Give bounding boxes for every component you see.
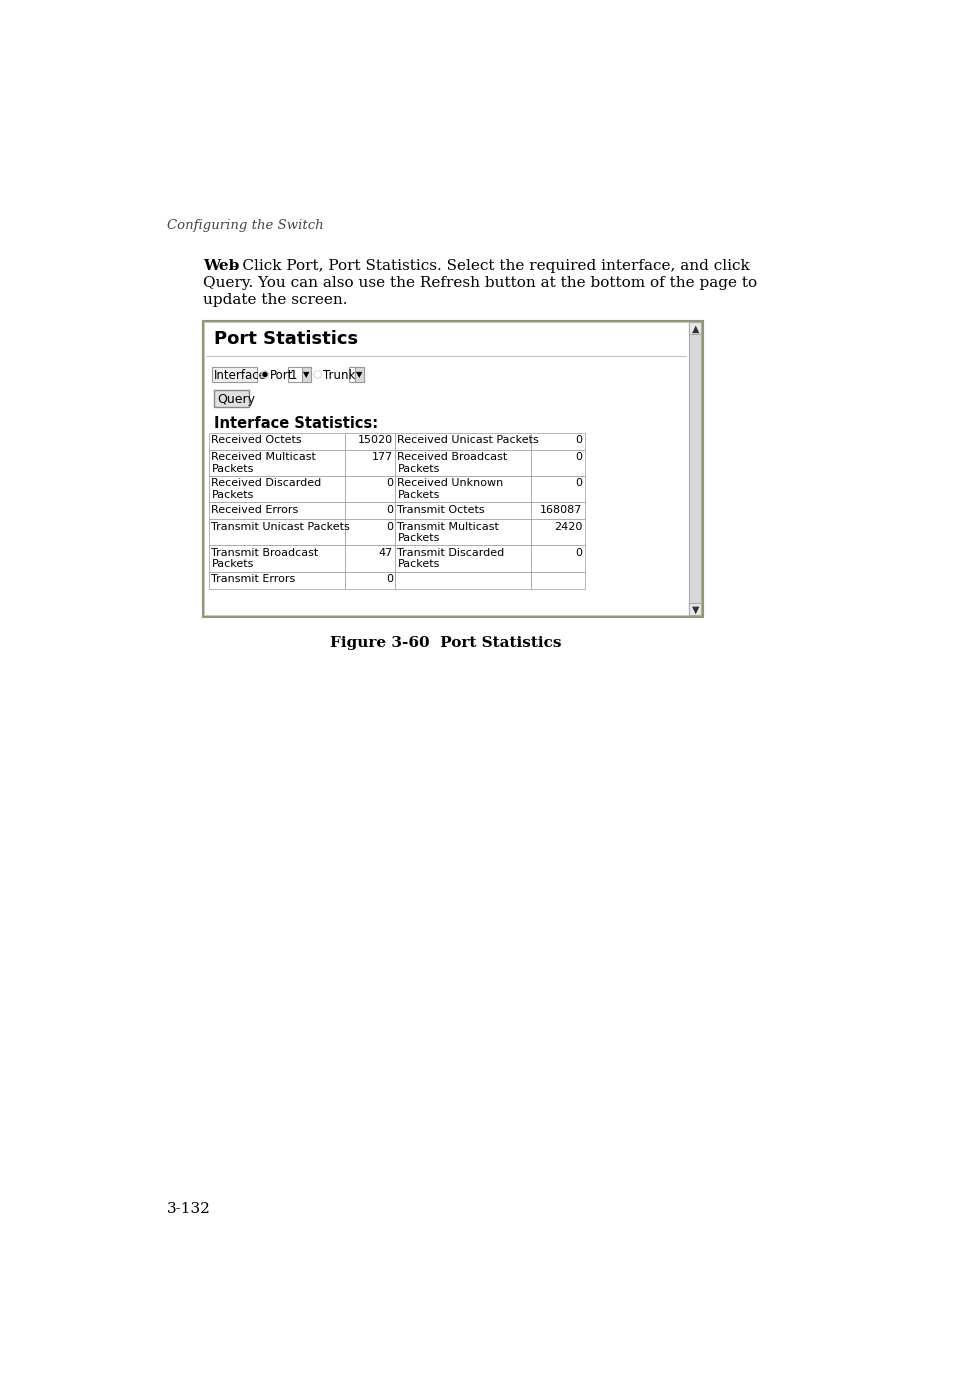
Bar <box>344 572 395 589</box>
Bar <box>530 450 584 476</box>
Bar <box>344 450 395 476</box>
Text: Received Octets: Received Octets <box>212 436 302 446</box>
Text: ▼: ▼ <box>303 369 309 379</box>
Bar <box>395 433 530 450</box>
Bar <box>395 572 530 589</box>
Text: Interface Statistics:: Interface Statistics: <box>213 416 377 432</box>
Text: Query: Query <box>216 393 254 405</box>
Bar <box>530 519 584 545</box>
Text: Configuring the Switch: Configuring the Switch <box>167 219 324 232</box>
Bar <box>209 572 344 589</box>
Circle shape <box>314 371 321 378</box>
Bar <box>213 390 249 407</box>
Text: Received Errors: Received Errors <box>212 505 298 515</box>
Bar <box>530 572 584 589</box>
Bar <box>212 366 257 382</box>
Bar <box>688 322 700 335</box>
Text: 0: 0 <box>385 573 393 584</box>
Text: – Click Port, Port Statistics. Select the required interface, and click: – Click Port, Port Statistics. Select th… <box>224 260 749 273</box>
Text: Received Discarded
Packets: Received Discarded Packets <box>212 479 321 500</box>
Text: Received Unknown
Packets: Received Unknown Packets <box>397 479 503 500</box>
Text: 15020: 15020 <box>357 436 393 446</box>
Bar <box>688 604 700 615</box>
Text: Web: Web <box>203 260 239 273</box>
Bar <box>209 433 344 450</box>
Text: 177: 177 <box>371 452 393 462</box>
Bar <box>530 502 584 519</box>
Bar <box>395 545 530 572</box>
Bar <box>209 502 344 519</box>
Bar <box>209 476 344 502</box>
Text: Received Multicast
Packets: Received Multicast Packets <box>212 452 316 473</box>
Text: Interface: Interface <box>213 369 267 382</box>
Bar <box>395 502 530 519</box>
Text: 0: 0 <box>385 479 393 489</box>
Text: Transmit Broadcast
Packets: Transmit Broadcast Packets <box>212 548 318 569</box>
Bar <box>209 545 344 572</box>
Bar <box>355 366 364 382</box>
Bar <box>688 322 700 615</box>
Circle shape <box>263 372 267 376</box>
Bar <box>288 366 311 382</box>
Text: 47: 47 <box>378 548 393 558</box>
Text: 0: 0 <box>575 452 582 462</box>
Bar <box>395 476 530 502</box>
Bar <box>344 519 395 545</box>
Bar <box>203 321 702 618</box>
Text: Trunk: Trunk <box>323 369 355 382</box>
Text: 0: 0 <box>575 479 582 489</box>
Bar <box>395 450 530 476</box>
Bar <box>209 519 344 545</box>
Text: 1: 1 <box>290 369 297 382</box>
Text: ▼: ▼ <box>355 369 362 379</box>
Bar <box>344 476 395 502</box>
Text: ▲: ▲ <box>691 323 699 333</box>
Text: 0: 0 <box>385 522 393 532</box>
Text: update the screen.: update the screen. <box>203 293 347 307</box>
Text: Transmit Octets: Transmit Octets <box>397 505 484 515</box>
Bar <box>395 519 530 545</box>
Bar <box>344 433 395 450</box>
Text: Port Statistics: Port Statistics <box>213 330 357 348</box>
Bar <box>209 450 344 476</box>
Text: Query. You can also use the Refresh button at the bottom of the page to: Query. You can also use the Refresh butt… <box>203 276 757 290</box>
Text: Received Broadcast
Packets: Received Broadcast Packets <box>397 452 507 473</box>
Text: Figure 3-60  Port Statistics: Figure 3-60 Port Statistics <box>330 636 561 650</box>
Text: 0: 0 <box>575 436 582 446</box>
Bar <box>530 433 584 450</box>
Text: Transmit Discarded
Packets: Transmit Discarded Packets <box>397 548 504 569</box>
Bar <box>344 545 395 572</box>
Text: Transmit Multicast
Packets: Transmit Multicast Packets <box>397 522 498 543</box>
Text: 0: 0 <box>385 505 393 515</box>
Bar <box>348 366 364 382</box>
Text: 168087: 168087 <box>539 505 582 515</box>
Bar <box>302 366 311 382</box>
Text: Port: Port <box>270 369 294 382</box>
Text: 2420: 2420 <box>554 522 582 532</box>
Circle shape <box>261 371 268 378</box>
Bar <box>530 476 584 502</box>
Text: 3-132: 3-132 <box>167 1202 211 1216</box>
Text: 0: 0 <box>575 548 582 558</box>
Text: Transmit Unicast Packets: Transmit Unicast Packets <box>212 522 350 532</box>
Bar <box>204 322 700 615</box>
Text: ▼: ▼ <box>691 605 699 615</box>
Circle shape <box>314 372 320 378</box>
Text: Transmit Errors: Transmit Errors <box>212 573 295 584</box>
Text: Received Unicast Packets: Received Unicast Packets <box>397 436 538 446</box>
Bar <box>530 545 584 572</box>
Bar <box>344 502 395 519</box>
